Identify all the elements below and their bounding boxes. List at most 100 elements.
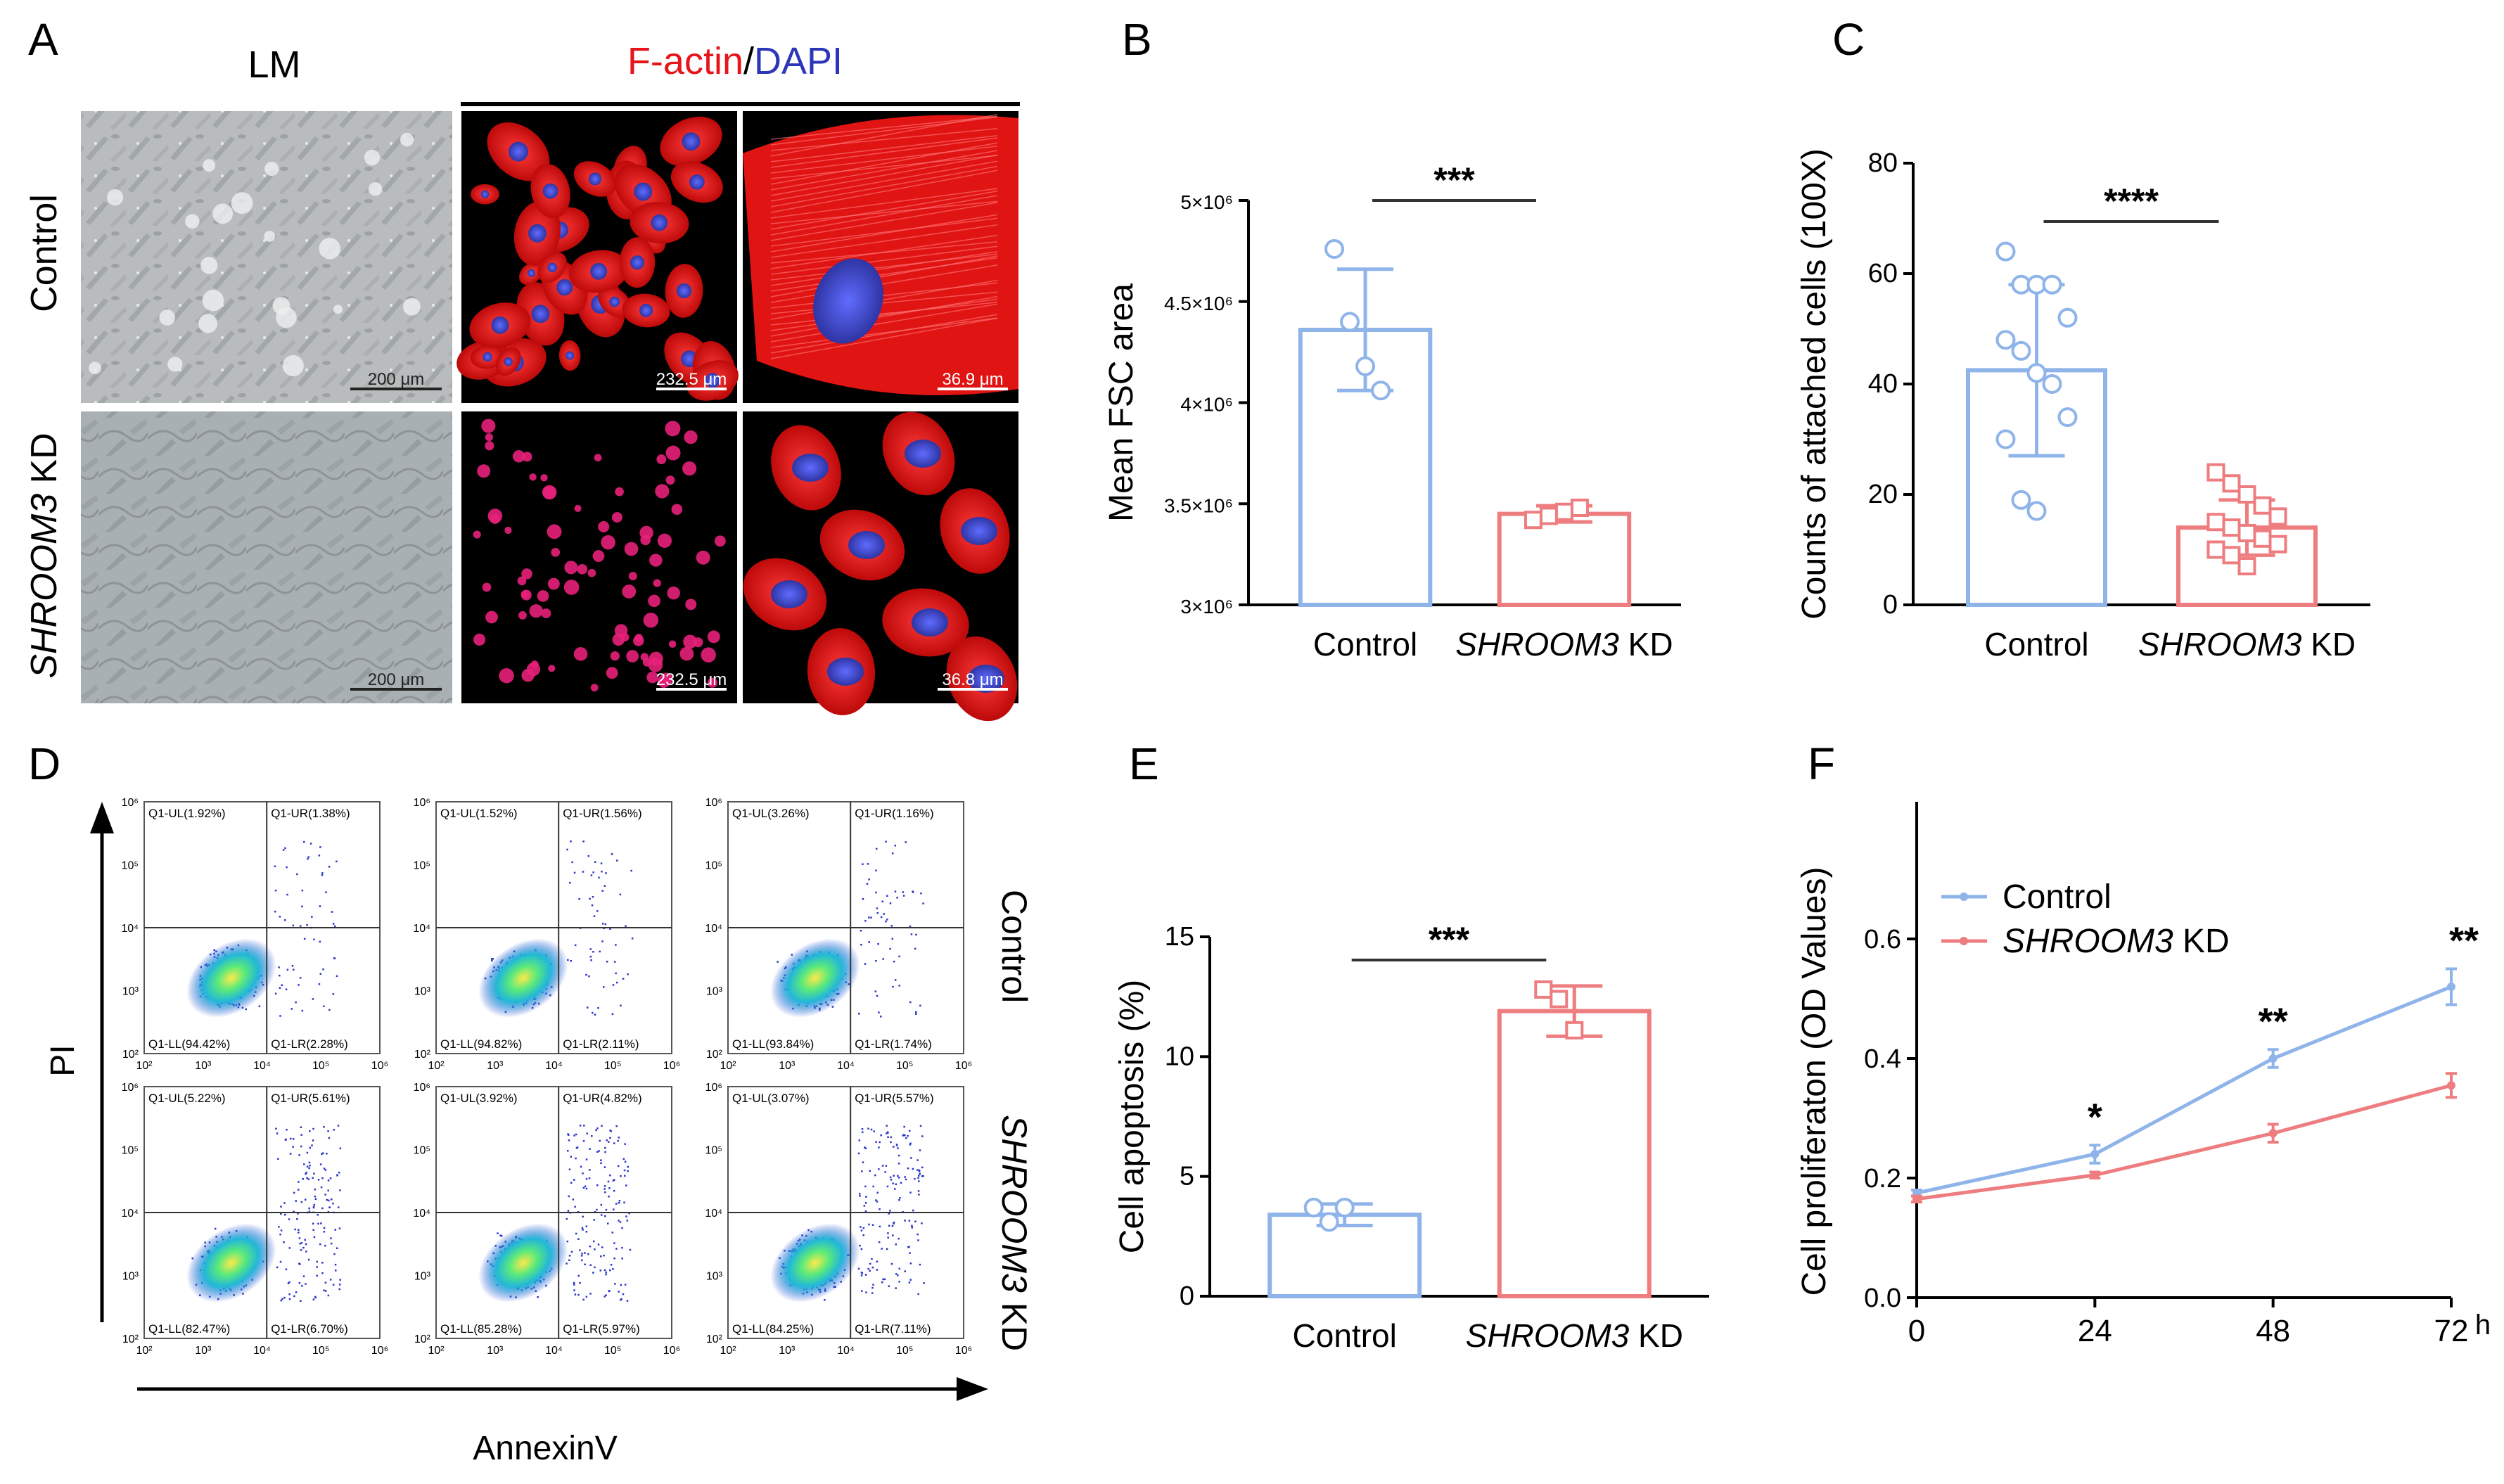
x-tick-label: 10⁴	[837, 1060, 855, 1072]
event-dot	[862, 863, 864, 865]
event-dot	[898, 1154, 900, 1157]
event-dot	[912, 891, 914, 893]
event-dot	[914, 1177, 916, 1180]
x-tick-label: 10³	[779, 1345, 796, 1357]
y-tick-label: 4.5×10⁶	[1164, 293, 1233, 314]
event-dot	[858, 1139, 861, 1141]
event-dot	[860, 943, 862, 946]
y-tick-label: 0	[1883, 590, 1898, 620]
y-tick-label: 10⁶	[122, 797, 139, 809]
row-label-control: Control	[24, 194, 65, 312]
data-point	[2011, 490, 2031, 510]
event-dot	[893, 1175, 895, 1177]
stress-fiber	[770, 295, 998, 337]
pi-arrow-head	[90, 802, 114, 833]
x-tick-label: 10⁴	[545, 1060, 563, 1072]
y-tick-label: 0.6	[1864, 925, 1901, 954]
slash: /	[743, 40, 754, 82]
event-dot	[861, 1272, 864, 1274]
lm-image	[81, 111, 452, 403]
event-dot	[914, 1013, 917, 1015]
event-dot	[321, 1177, 324, 1179]
event-dot	[606, 961, 608, 963]
event-dot	[613, 1257, 615, 1260]
x-tick-label: 10⁵	[604, 1345, 621, 1357]
event-dot	[283, 1241, 285, 1243]
event-dot	[303, 1163, 305, 1165]
event-dot	[589, 1264, 592, 1266]
event-dot	[613, 1242, 615, 1244]
event-dot	[865, 1291, 867, 1293]
event-dot	[889, 902, 892, 904]
event-dot	[904, 1134, 906, 1137]
cell	[665, 421, 681, 437]
event-dot	[891, 938, 894, 940]
event-dot	[611, 1013, 614, 1016]
category-label: Control	[1313, 626, 1417, 663]
event-dot	[580, 1255, 583, 1257]
event-dot	[336, 1174, 338, 1176]
x-tick-label: 10⁴	[253, 1060, 271, 1072]
event-dot	[568, 1139, 570, 1141]
event-dot	[909, 1191, 912, 1194]
event-dot	[890, 1262, 893, 1265]
event-dot	[603, 1146, 606, 1149]
event-dot	[868, 916, 870, 919]
cell	[551, 547, 561, 557]
event-dot	[860, 1226, 862, 1228]
event-dot	[281, 1298, 283, 1300]
stress-fiber	[770, 217, 998, 247]
event-dot	[321, 872, 324, 874]
quadrant-ur: Q1-UR(5.57%)	[855, 1092, 933, 1105]
event-dot	[579, 1249, 581, 1251]
stress-fiber	[770, 200, 998, 224]
cell	[656, 454, 667, 465]
event-dot	[876, 911, 879, 914]
event-dot	[894, 845, 897, 847]
annexin-axis-label: AnnexinV	[473, 1430, 617, 1467]
event-dot	[910, 933, 913, 935]
event-dot	[570, 959, 573, 962]
x-tick-label: 0	[1908, 1314, 1925, 1348]
x-tick-label: 10³	[487, 1060, 504, 1072]
event-dot	[922, 902, 924, 904]
category-label: SHROOM3 KD	[2138, 626, 2356, 663]
nucleus	[566, 351, 575, 360]
data-point	[2222, 474, 2241, 493]
x-tick-label: 10²	[136, 1345, 153, 1357]
y-tick-label: 10²	[414, 1049, 431, 1061]
cell	[639, 525, 653, 540]
y-tick-label: 10⁵	[705, 1145, 722, 1157]
event-dot	[332, 993, 335, 995]
event-dot	[921, 1222, 923, 1224]
x-tick-label: 10²	[720, 1345, 736, 1357]
event-dot	[314, 1198, 317, 1201]
data-point	[1340, 312, 1360, 332]
x-tick-label: 10²	[428, 1345, 445, 1357]
event-dot	[615, 1248, 618, 1250]
event-dot	[286, 968, 289, 971]
event-dot	[868, 878, 870, 881]
event-dot	[592, 1272, 594, 1274]
event-dot	[293, 1191, 295, 1194]
lm-round-cell	[264, 162, 279, 177]
event-dot	[869, 1262, 871, 1265]
flow-plot-5: Q1-UL(3.92%) Q1-UR(4.82%) Q1-LL(85.28%) Q1-…	[413, 1082, 680, 1357]
lm-round-cell	[400, 132, 414, 147]
nucleus	[634, 182, 653, 201]
cell	[632, 635, 644, 646]
x-tick-label: 10⁶	[371, 1345, 388, 1357]
data-point	[1912, 1194, 1921, 1203]
cell	[665, 475, 675, 485]
event-dot	[609, 1130, 611, 1132]
event-dot	[627, 1170, 629, 1172]
event-dot	[585, 1231, 588, 1233]
event-dot	[592, 871, 594, 874]
event-dot	[886, 919, 888, 921]
event-dot	[300, 1242, 303, 1244]
cell	[520, 589, 532, 601]
y-tick-label: 10³	[122, 1271, 139, 1283]
nucleus	[528, 224, 547, 243]
scale-bar-label: 232.5 μm	[656, 670, 727, 689]
